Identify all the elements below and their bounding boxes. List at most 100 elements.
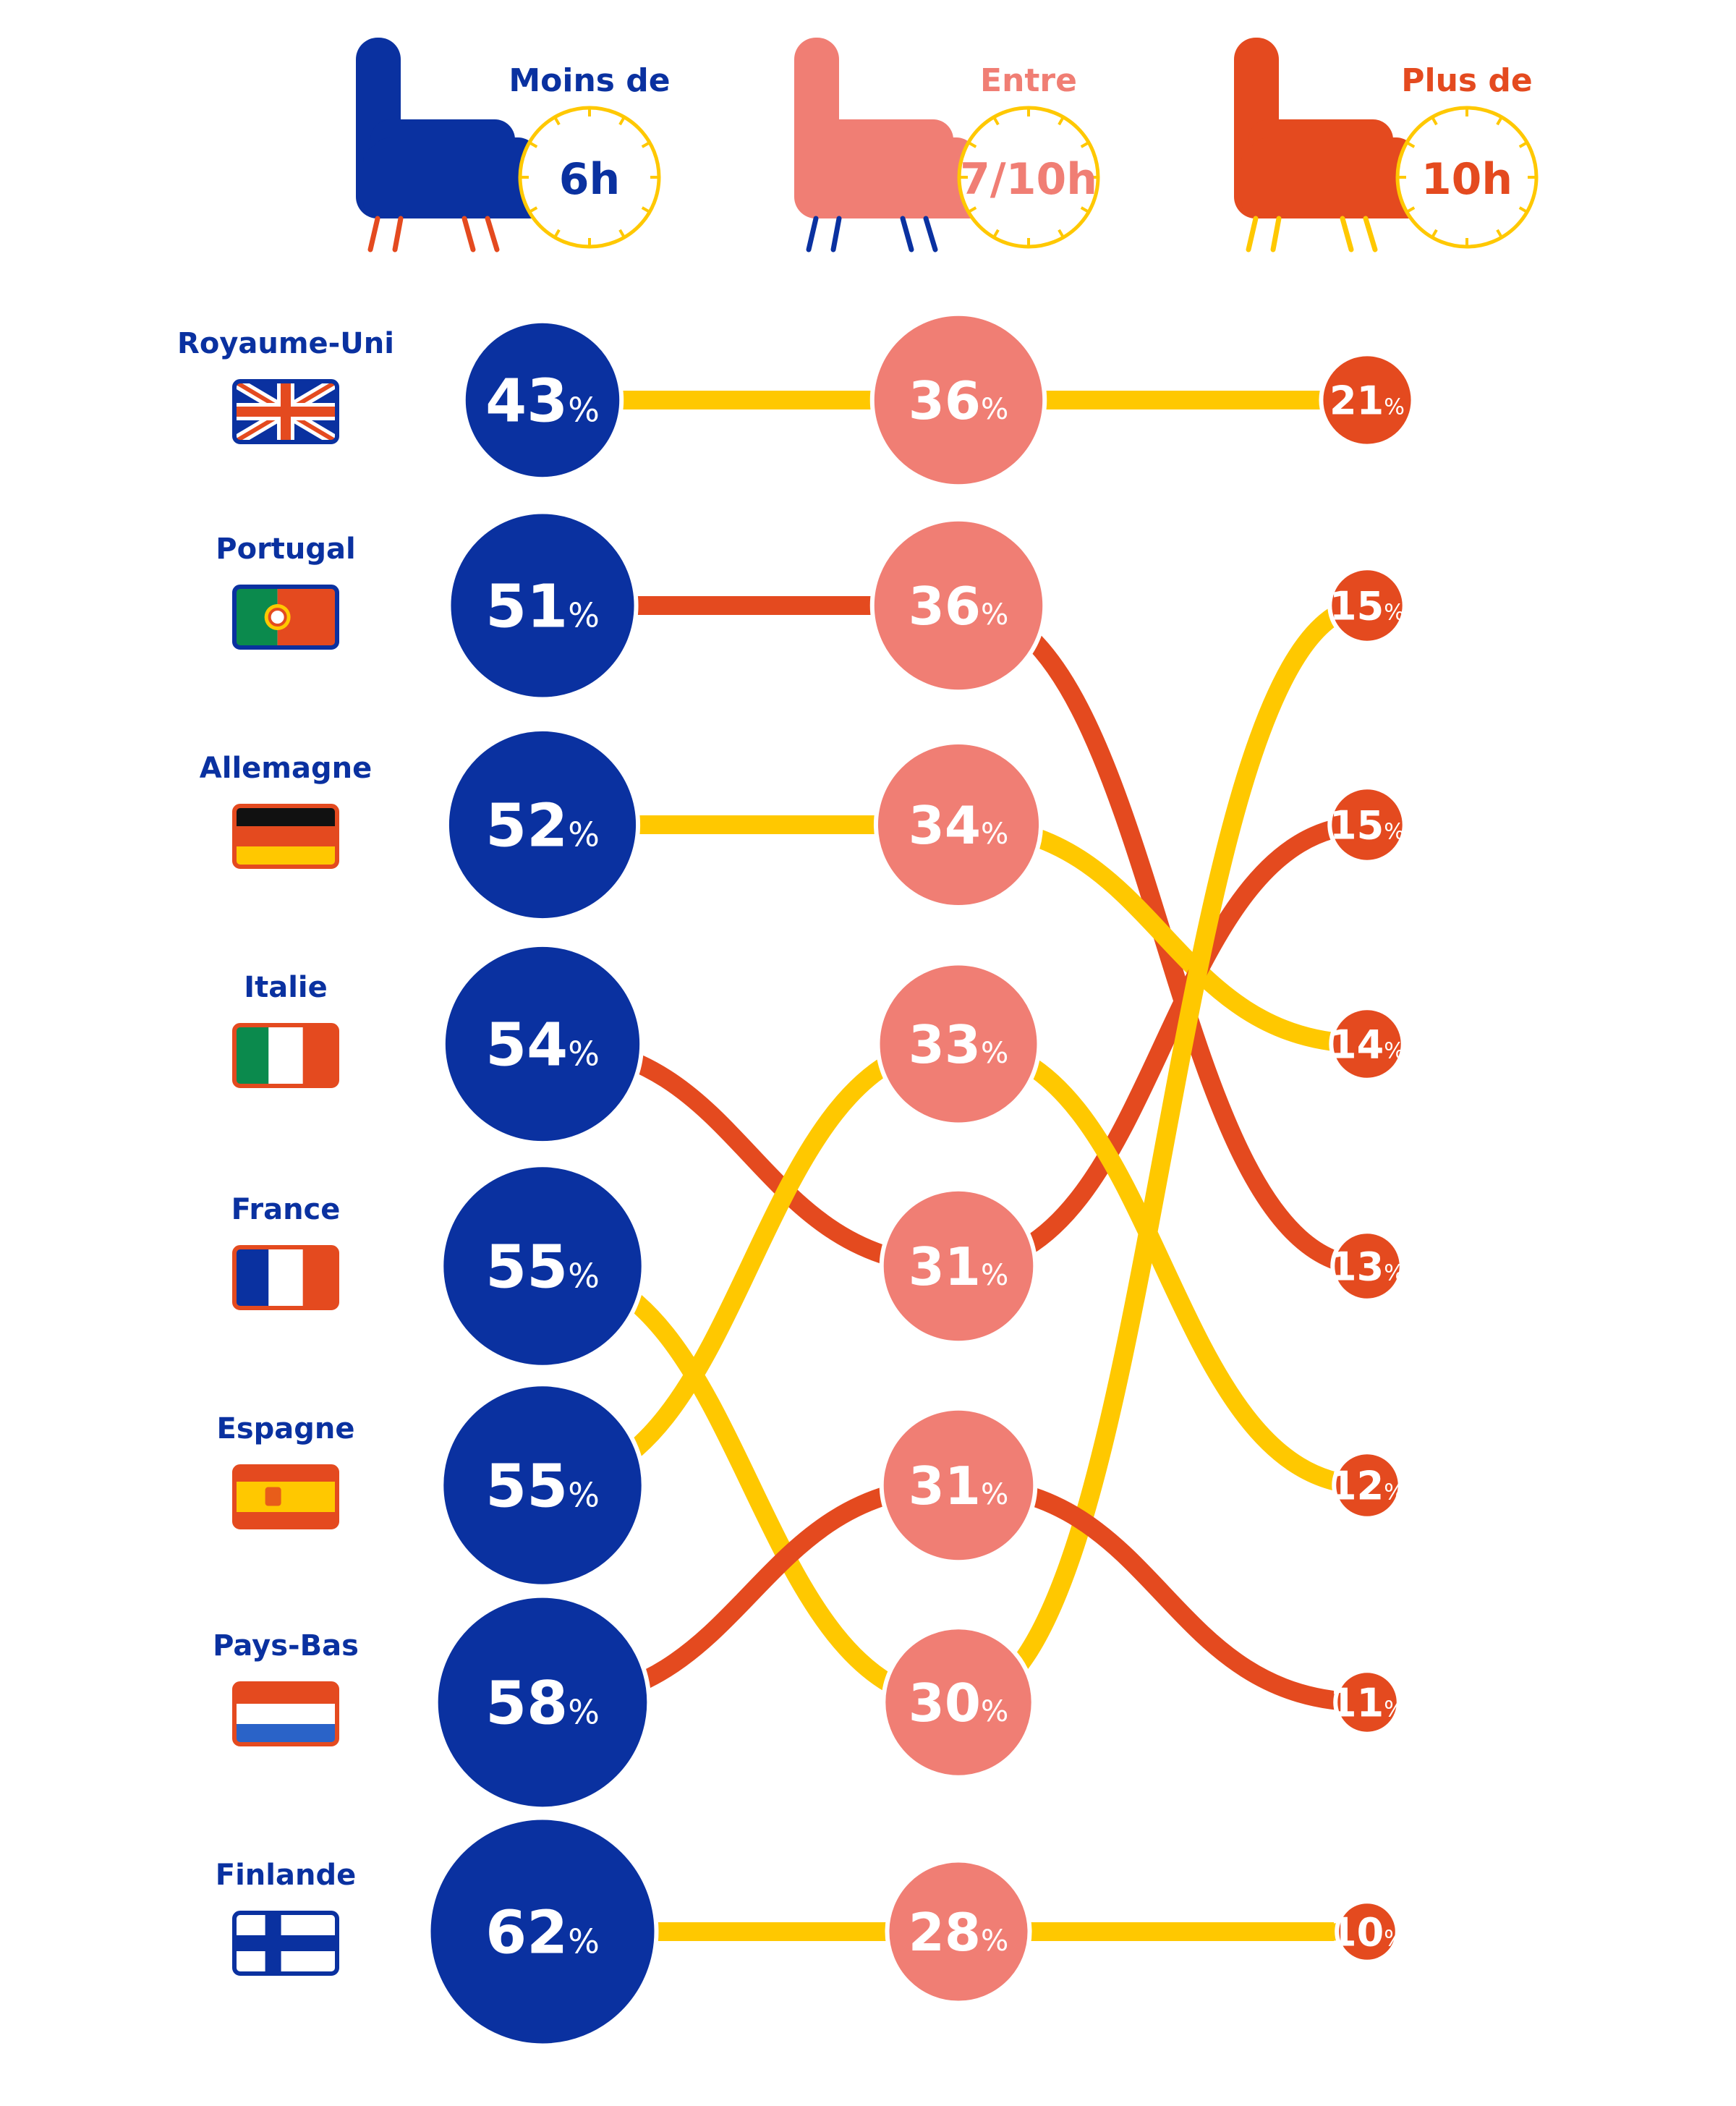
country-france: France [231,1193,341,1310]
value-circle [433,1593,652,1812]
netherlands-flag-icon [232,1681,339,1746]
value-circle [879,1186,1038,1346]
lt6-value-allemagne: 52% [444,726,641,923]
value-circle [869,311,1047,489]
circles-layer: 43% 51% 52% 54% 55% 55% 58% 62% 36% 36% 34% 33% 31% 3… [426,311,1416,2048]
value-label: 54% [485,1011,600,1080]
value-label: 11% [1329,1680,1405,1725]
value-label: 55% [485,1453,600,1521]
mid-value-finlande: 28% [885,1858,1032,2005]
value-circle [885,1858,1032,2005]
value-label: 12% [1329,1463,1405,1508]
germany-flag-icon [232,804,339,869]
clock-icon [1395,106,1539,249]
country-allemagne: Allemagne [200,752,372,869]
header-label-top: Plus de [1401,62,1533,99]
mid-value-france: 30% [881,1625,1036,1780]
value-label: 14% [1329,1022,1405,1067]
value-circle [873,739,1044,910]
value-circle [439,1163,646,1370]
value-circle [1333,1668,1401,1736]
gt10-value-italie: 15% [1327,785,1407,865]
value-circle [1329,1006,1405,1082]
lt6-value-pays-bas: 58% [433,1593,652,1812]
header-gt10: Plus de 10h [1234,38,1539,252]
header-label-top: Moins de [509,62,670,99]
clock-icon [957,106,1100,249]
armchair-icon [794,38,990,252]
mid-value-royaume-uni: 36% [869,311,1047,489]
gt10-value-pays-bas: 11% [1329,1668,1405,1736]
value-label: 15% [1329,802,1405,848]
value-label: 31% [909,1456,1009,1516]
lt6-value-espagne: 55% [439,1382,646,1589]
country-name: Allemagne [200,752,372,785]
lt6-value-italie: 54% [441,942,644,1146]
gt10-value-royaume-uni: 21% [1319,352,1416,449]
link-right-france [949,596,1377,1712]
value-label: 13% [1329,1244,1405,1289]
country-espagne: Espagne [217,1412,355,1529]
value-circle [461,318,624,482]
armchair-icon [1234,38,1429,252]
header-mid: Entre 7/10h [794,38,1100,252]
country-pays-bas: Pays-Bas [213,1629,359,1746]
country-name: Italie [244,971,328,1004]
portugal-flag-icon [232,585,339,650]
mid-value-portugal: 36% [869,517,1047,695]
value-label: 30% [909,1673,1009,1733]
value-label: 36% [909,576,1009,637]
value-label: 21% [1329,378,1405,423]
lt6-value-france: 55% [439,1163,646,1370]
spain-flag-icon [232,1464,339,1529]
gt10-value-allemagne: 14% [1329,1006,1405,1082]
gt10-value-portugal: 13% [1329,1229,1405,1303]
country-name: Portugal [216,532,355,566]
value-circle [1332,1450,1403,1521]
value-circle [439,1382,646,1589]
value-label: 51% [485,573,600,642]
lt6-value-portugal: 51% [446,509,639,702]
armchair-icon [356,38,551,252]
link-right-italie [949,815,1377,1275]
value-circle [441,942,644,1146]
value-circle [875,961,1042,1127]
header-layer: Moins de 6h Entre 7/10h Plus de 10h [356,38,1539,252]
gt10-value-france: 15% [1327,566,1407,645]
country-name: France [231,1193,341,1226]
country-name: Pays-Bas [213,1629,359,1663]
value-label: 33% [909,1014,1009,1075]
clock-icon [518,106,661,249]
value-label: 43% [485,368,600,436]
lt6-value-royaume-uni: 43% [461,318,624,482]
country-italie: Italie [232,971,339,1088]
value-label: 36% [909,370,1009,431]
country-royaume-uni: Royaume-Uni [177,327,394,444]
value-circle [1319,352,1416,449]
country-name: Finlande [216,1859,356,1892]
italy-flag-icon [232,1023,339,1088]
value-label: 62% [485,1899,600,1968]
gt10-value-finlande: 10% [1329,1899,1405,1964]
value-label: 52% [485,792,600,861]
value-circle [446,509,639,702]
value-label: 58% [485,1670,600,1738]
country-name: Royaume-Uni [177,327,394,360]
mid-value-espagne: 33% [875,961,1042,1127]
value-label: 55% [485,1234,600,1302]
country-name: Espagne [217,1412,355,1445]
header-label-top: Entre [980,62,1077,99]
value-circle [879,1406,1038,1565]
france-flag-icon [232,1245,339,1310]
value-label: 34% [909,795,1009,856]
mid-value-italie: 31% [879,1186,1038,1346]
value-circle [1327,785,1407,865]
country-finlande: Finlande [216,1859,356,1976]
value-circle [869,517,1047,695]
mid-value-allemagne: 34% [873,739,1044,910]
finland-flag-icon [232,1911,339,1976]
value-label: 31% [909,1236,1009,1297]
value-circle [1330,1229,1404,1303]
country-portugal: Portugal [216,532,356,650]
